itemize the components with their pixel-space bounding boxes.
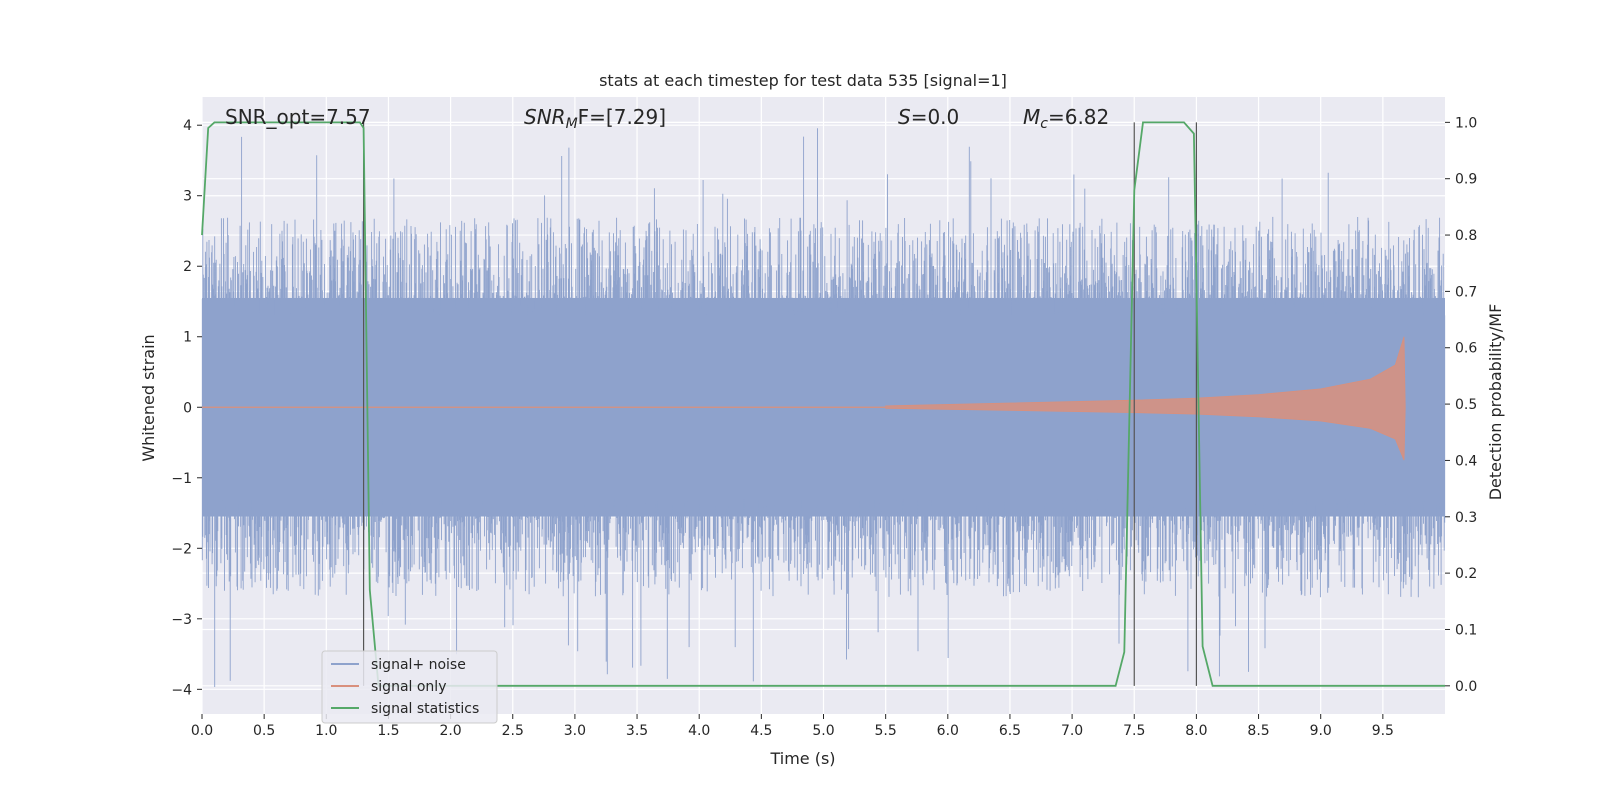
x-tick-label: 4.5 <box>750 723 772 739</box>
annotation-mc-value: =6.82 <box>1048 105 1109 129</box>
y-right-tick-label: 0.8 <box>1455 228 1477 244</box>
x-tick-label: 7.5 <box>1123 723 1145 739</box>
series-signal-statistics <box>201 121 1445 687</box>
y-left-axis-label: Whitened strain <box>139 334 158 461</box>
y-right-tick-label: 0.4 <box>1455 453 1477 469</box>
x-tick-label: 9.5 <box>1372 723 1394 739</box>
y-right-tick-label: 0.1 <box>1455 622 1477 638</box>
x-tick-label: 6.5 <box>999 723 1021 739</box>
x-tick-label: 1.5 <box>377 723 399 739</box>
x-axis-label: Time (s) <box>769 749 835 768</box>
y-left-tick-label: −4 <box>171 682 192 698</box>
legend-box <box>321 650 498 724</box>
legend-label-signal-statistics: signal statistics <box>371 701 479 717</box>
y-right-tick-label: 0.0 <box>1455 679 1477 695</box>
annotation-snr-mf-subscript: M <box>566 116 578 132</box>
series-signal-only <box>202 336 1406 461</box>
y-left-tick-label: 3 <box>183 189 192 205</box>
y-left-tick-label: 1 <box>183 330 192 346</box>
y-left-tick-label: 4 <box>183 118 192 134</box>
x-tick-label: 8.5 <box>1247 723 1269 739</box>
y-right-tick-label: 0.7 <box>1455 284 1477 300</box>
legend-label-signal-only: signal only <box>371 679 446 695</box>
x-tick-label: 8.0 <box>1185 723 1207 739</box>
y-left-tick-label: 0 <box>183 400 192 416</box>
legend: signal+ noise signal only signal statist… <box>321 650 498 724</box>
x-tick-label: 2.0 <box>439 723 461 739</box>
statistics-line <box>201 121 1445 687</box>
x-tick-label: 9.0 <box>1310 723 1332 739</box>
annotation-snr-mf: SNRMF=[7.29] <box>524 105 666 132</box>
x-tick-label: 3.0 <box>564 723 586 739</box>
x-tick-label: 3.5 <box>626 723 648 739</box>
y-right-tick-label: 0.9 <box>1455 172 1477 188</box>
y-left-axis-ticks: −4 −3 −2 −1 0 1 2 3 4 <box>171 118 202 698</box>
x-tick-label: 5.0 <box>812 723 834 739</box>
y-left-tick-label: 2 <box>183 259 192 275</box>
annotation-mc-subscript: c <box>1040 116 1048 132</box>
x-tick-label: 0.5 <box>253 723 275 739</box>
x-tick-label: 7.0 <box>1061 723 1083 739</box>
x-tick-label: 2.5 <box>502 723 524 739</box>
annotation-snr-mf-value: F=[7.29] <box>578 105 666 129</box>
x-tick-label: 6.0 <box>937 723 959 739</box>
y-right-tick-label: 1.0 <box>1455 115 1477 131</box>
annotation-s-label: S <box>898 105 911 129</box>
x-tick-label: 1.0 <box>315 723 337 739</box>
y-left-tick-label: −2 <box>171 541 192 557</box>
x-tick-label: 5.5 <box>875 723 897 739</box>
annotation-s: S=0.0 <box>898 105 959 129</box>
y-right-tick-label: 0.3 <box>1455 510 1477 526</box>
annotation-s-value: =0.0 <box>911 105 960 129</box>
signal-chirp <box>885 336 1406 461</box>
x-tick-label: 4.0 <box>688 723 710 739</box>
annotation-snr-opt: SNR_opt=7.57 <box>225 105 371 129</box>
annotation-mc: Mc=6.82 <box>1023 105 1109 132</box>
y-right-tick-label: 0.5 <box>1455 397 1477 413</box>
x-axis-ticks: 0.0 0.5 1.0 1.5 2.0 2.5 3.0 3.5 4.0 4.5 5.0 5.5 6.0 6… <box>191 714 1394 739</box>
y-left-tick-label: −1 <box>171 471 192 487</box>
legend-label-signal-noise: signal+ noise <box>371 657 466 673</box>
y-right-axis-label: Detection probability/MF <box>1486 304 1505 501</box>
annotation-mc-label: M <box>1023 105 1040 129</box>
x-tick-label: 0.0 <box>191 723 213 739</box>
y-right-tick-label: 0.2 <box>1455 566 1477 582</box>
annotation-snr-mf-label: SNR <box>524 105 566 129</box>
chart-title: stats at each timestep for test data 535… <box>599 71 1007 90</box>
y-left-tick-label: −3 <box>171 612 192 628</box>
y-right-tick-label: 0.6 <box>1455 341 1477 357</box>
y-right-axis-ticks: 0.0 0.1 0.2 0.3 0.4 0.5 0.6 0.7 0.8 0.9 1.0 <box>1445 115 1477 695</box>
